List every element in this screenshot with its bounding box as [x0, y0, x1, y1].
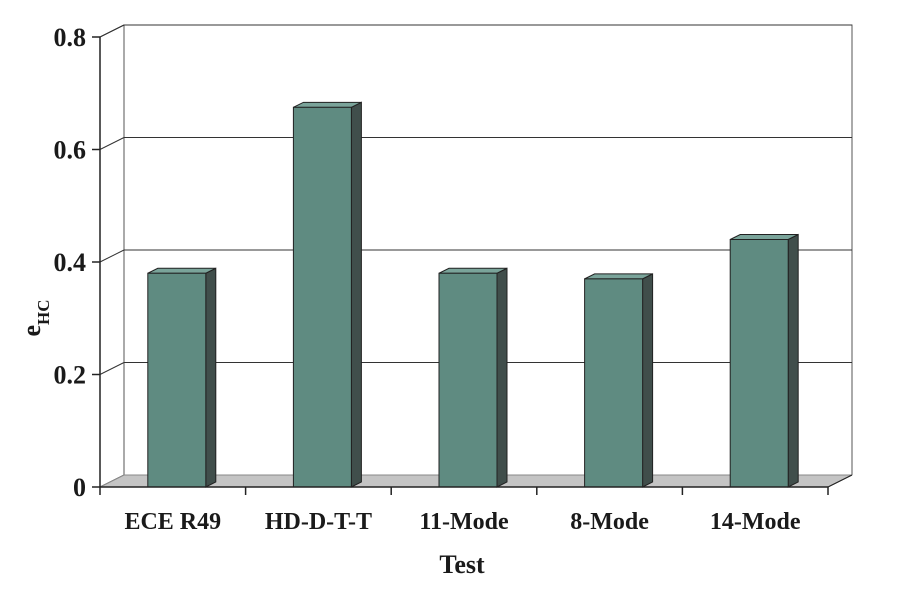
x-tick-label: 8-Mode — [570, 509, 649, 535]
bar-top — [438, 267, 508, 274]
x-axis-title: Test — [439, 550, 485, 579]
y-tick-label: 0.8 — [54, 23, 87, 52]
y-tick-label: 0.2 — [54, 361, 87, 390]
x-tick-label: HD-D-T-T — [265, 509, 372, 535]
gridline-side — [99, 362, 125, 375]
bar-14-mode — [729, 233, 799, 488]
x-tick-label: 14-Mode — [710, 509, 801, 535]
y-tick-labels: 0 0.2 0.4 0.6 0.8 — [54, 23, 87, 502]
y-tick-label: 0.6 — [54, 136, 87, 165]
bar-top — [584, 273, 653, 280]
bar-8-mode — [584, 273, 654, 488]
x-tick-labels: ECE R49 HD-D-T-T 11-Mode 8-Mode 14-Mode — [124, 509, 800, 535]
bar-hd-d-t-t — [292, 101, 362, 488]
bar-side — [205, 267, 217, 488]
gridline-side — [99, 249, 125, 263]
bars — [147, 101, 799, 488]
x-tick-label: 11-Mode — [419, 509, 509, 535]
bar-top — [293, 101, 362, 108]
bar — [584, 278, 644, 488]
axes — [92, 36, 853, 495]
y-tick-label: 0.4 — [54, 248, 87, 277]
y-axis-title-subscript: HC — [34, 299, 53, 325]
x-axis-end-edge — [827, 474, 853, 488]
y-axis-title-main: e — [17, 325, 46, 337]
bar-side — [496, 267, 508, 488]
bar-top — [729, 234, 799, 240]
bar — [292, 106, 352, 488]
bar — [147, 272, 207, 488]
bar-side — [350, 101, 362, 488]
y-axis-title: eHC — [17, 299, 53, 336]
gridline-side — [99, 137, 125, 150]
bar — [729, 239, 789, 488]
gridline-side — [99, 24, 125, 38]
bar-ece-r49 — [147, 267, 217, 488]
bar-side — [642, 273, 654, 488]
bar — [438, 272, 498, 488]
bar-11-mode — [438, 267, 508, 488]
bar-side — [787, 233, 799, 488]
x-tick-label: ECE R49 — [124, 509, 221, 535]
bar-top — [147, 267, 217, 274]
y-tick-label: 0 — [73, 473, 86, 502]
